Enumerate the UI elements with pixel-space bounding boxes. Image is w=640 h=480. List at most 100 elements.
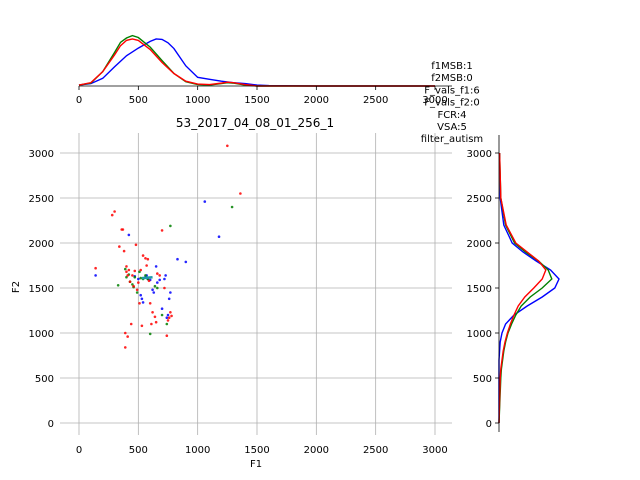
scatter-point <box>116 284 120 287</box>
info-line: f2MSB:0 <box>431 73 472 84</box>
scatter-point <box>127 233 131 237</box>
f2-density-tick-label: 0 <box>486 419 492 430</box>
f2-density-tick-label: 2000 <box>467 239 492 250</box>
f1-density-tick-label: 2500 <box>363 95 388 106</box>
scatter-point <box>137 277 140 281</box>
scatter-point <box>123 331 127 335</box>
scatter-point <box>148 332 152 336</box>
scatter-point <box>127 268 131 272</box>
scatter-point <box>153 284 157 288</box>
scatter-point <box>135 288 139 292</box>
x-tick-label: 500 <box>129 445 148 456</box>
scatter-point <box>166 319 170 322</box>
scatter-point <box>165 316 169 320</box>
scatter-point <box>125 270 128 274</box>
scatter-point <box>239 192 242 195</box>
f2-density-tick-label: 1500 <box>467 284 492 295</box>
y-tick-label: 1500 <box>29 284 54 295</box>
x-tick-label: 1500 <box>244 445 269 456</box>
y-tick-label: 1000 <box>29 329 54 340</box>
scatter-point <box>154 320 158 324</box>
scatter-point <box>144 257 147 260</box>
scatter-point <box>184 260 188 264</box>
scatter-point <box>137 281 140 284</box>
scatter-point <box>139 268 143 272</box>
scatter-point <box>118 245 121 248</box>
scatter-point <box>169 291 172 294</box>
scatter-point <box>230 205 234 209</box>
scatter-point <box>226 144 229 148</box>
scatter-point <box>123 267 127 271</box>
f2-density-curve <box>498 152 553 424</box>
scatter-point <box>167 316 171 320</box>
scatter-point <box>113 210 116 213</box>
f1-density-tick-label: 2000 <box>304 95 329 106</box>
y-tick-label: 500 <box>35 374 54 385</box>
scatter-point <box>146 257 150 261</box>
f2-density-y-ticks: 0 500 1000 1500 2000 2500 3000 <box>467 149 499 430</box>
f1-density-curve <box>78 38 435 87</box>
f1-density-tick-label: 1500 <box>244 95 269 106</box>
scatter-point <box>133 275 137 279</box>
scatter-point <box>163 286 166 290</box>
scatter-point <box>152 291 156 294</box>
x-tick-label: 3000 <box>422 445 447 456</box>
scatter-point <box>139 293 143 297</box>
y-tick-label: 0 <box>48 419 54 430</box>
scatter-point <box>165 334 169 338</box>
scatter-point <box>150 322 153 326</box>
scatter-point <box>141 301 145 304</box>
scatter-point <box>156 281 159 284</box>
f1-density-panel: 0 500 1000 1500 2000 2500 3000 <box>76 34 452 106</box>
centroid-marker <box>141 275 153 280</box>
f1-density-x-ticks: 0 500 1000 1500 2000 2500 3000 <box>76 86 448 106</box>
scatter-point <box>131 274 134 277</box>
scatter-point <box>122 249 126 253</box>
scatter-point <box>169 311 172 314</box>
scatter-point <box>158 274 161 277</box>
scatter-point <box>94 274 97 277</box>
scatter-point <box>123 346 127 349</box>
f2-density-panel: 0 500 1000 1500 2000 2500 3000 <box>467 135 560 432</box>
scatter-point <box>140 297 144 301</box>
y-axis-label: F2 <box>11 281 22 293</box>
f1-density-curve <box>78 38 435 87</box>
scatter-point <box>135 291 139 294</box>
x-tick-label: 2000 <box>304 445 329 456</box>
scatter-point <box>126 274 129 277</box>
scatter-point <box>156 286 159 290</box>
scatter-point <box>121 228 125 231</box>
scatter-point <box>153 315 157 319</box>
scatter-point <box>94 266 97 270</box>
info-line: VSA:5 <box>437 122 467 133</box>
x-tick-label: 0 <box>76 445 82 456</box>
scatter-point <box>151 311 154 314</box>
f1-density-tick-label: 1000 <box>185 95 210 106</box>
info-line: F_vals_f1:6 <box>424 85 479 96</box>
scatter-point <box>125 265 128 268</box>
y-tick-label: 2500 <box>29 194 54 205</box>
f2-density-curve <box>498 152 547 424</box>
scatter-point <box>151 288 154 292</box>
f2-density-curve <box>498 152 560 423</box>
scatter-point <box>160 313 164 317</box>
f2-density-tick-label: 500 <box>473 374 492 385</box>
scatter-point <box>139 276 143 280</box>
y-tick-label: 2000 <box>29 239 54 250</box>
scatter-point <box>160 307 164 311</box>
scatter-point <box>160 229 164 232</box>
f2-density-tick-label: 3000 <box>467 149 492 160</box>
scatter-point <box>164 274 167 277</box>
scatter-point <box>138 302 141 305</box>
scatter-point <box>167 297 171 301</box>
scatter-point <box>129 322 133 326</box>
f1-density-tick-label: 0 <box>76 95 82 106</box>
f1-density-tick-label: 3000 <box>422 95 447 106</box>
scatter-point <box>110 213 114 217</box>
scatter-point <box>165 322 169 326</box>
f1-density-curves <box>78 34 435 87</box>
scatter-point <box>170 314 173 318</box>
scatter-point <box>133 269 137 273</box>
scatter-panel: 0 500 1000 1500 2000 2500 3000 0 500 1000 1500 200… <box>11 116 452 470</box>
